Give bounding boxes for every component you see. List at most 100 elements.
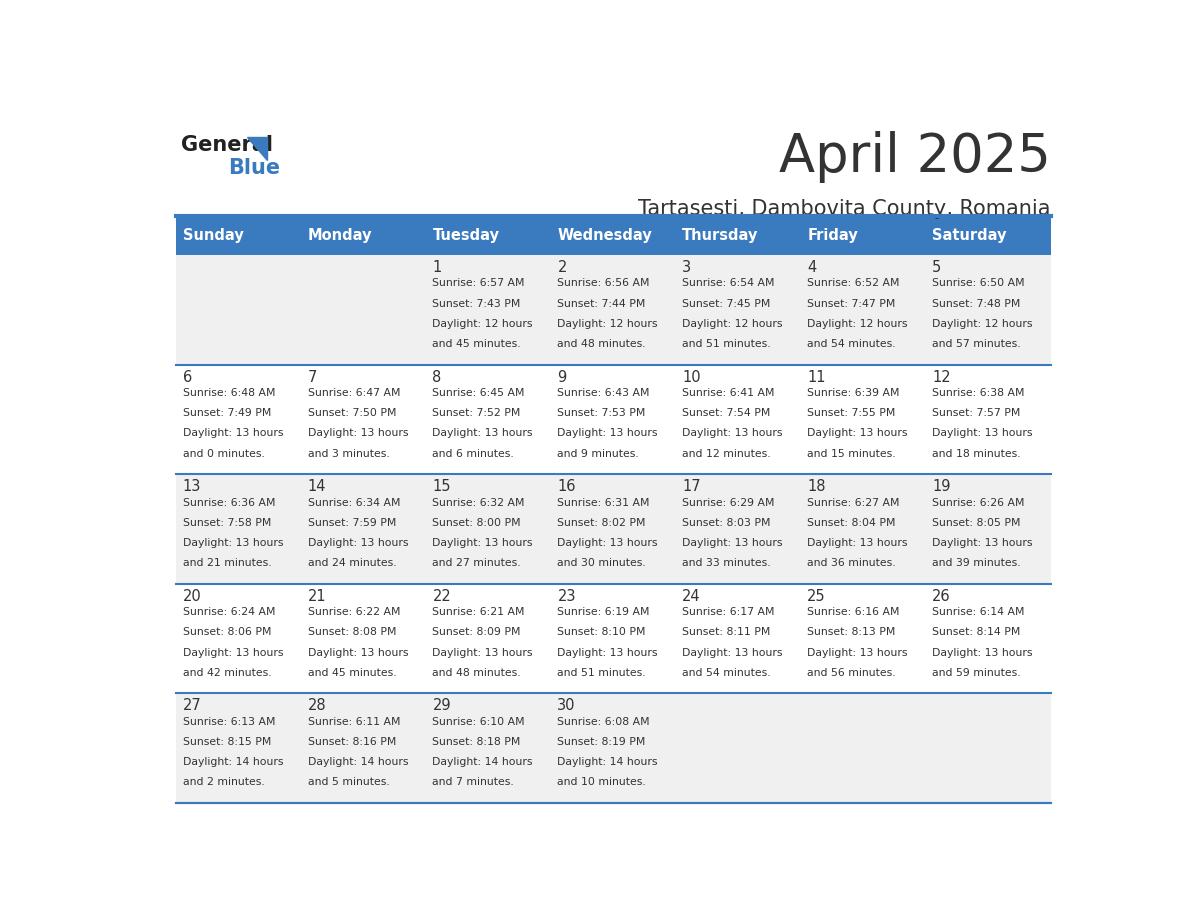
Text: and 48 minutes.: and 48 minutes. — [557, 339, 646, 349]
Text: Sunset: 7:50 PM: Sunset: 7:50 PM — [308, 409, 396, 419]
Text: and 57 minutes.: and 57 minutes. — [933, 339, 1020, 349]
Text: Sunset: 7:49 PM: Sunset: 7:49 PM — [183, 409, 271, 419]
Text: and 0 minutes.: and 0 minutes. — [183, 449, 265, 459]
Text: Sunset: 7:55 PM: Sunset: 7:55 PM — [808, 409, 896, 419]
Text: 17: 17 — [682, 479, 701, 494]
Text: Daylight: 14 hours: Daylight: 14 hours — [557, 757, 658, 767]
Bar — [676, 693, 801, 803]
Text: 8: 8 — [432, 370, 442, 385]
Text: Sunset: 7:53 PM: Sunset: 7:53 PM — [557, 409, 646, 419]
Text: 21: 21 — [308, 588, 327, 604]
Text: and 27 minutes.: and 27 minutes. — [432, 558, 522, 568]
Text: Daylight: 12 hours: Daylight: 12 hours — [432, 319, 533, 329]
Text: Daylight: 13 hours: Daylight: 13 hours — [808, 429, 908, 439]
Text: Sunset: 8:09 PM: Sunset: 8:09 PM — [432, 627, 522, 637]
Text: Sunset: 8:14 PM: Sunset: 8:14 PM — [933, 627, 1020, 637]
Text: Sunrise: 6:21 AM: Sunrise: 6:21 AM — [432, 607, 525, 617]
Text: Sunset: 8:15 PM: Sunset: 8:15 PM — [183, 737, 271, 747]
Text: Sunset: 7:52 PM: Sunset: 7:52 PM — [432, 409, 520, 419]
Text: Wednesday: Wednesday — [557, 229, 652, 243]
Bar — [176, 216, 301, 255]
Text: and 7 minutes.: and 7 minutes. — [432, 778, 514, 788]
Text: and 9 minutes.: and 9 minutes. — [557, 449, 639, 459]
Bar — [426, 693, 551, 803]
Bar — [801, 364, 925, 475]
Bar — [301, 693, 426, 803]
Text: Sunset: 7:45 PM: Sunset: 7:45 PM — [682, 298, 771, 308]
Text: Sunrise: 6:50 AM: Sunrise: 6:50 AM — [933, 278, 1025, 288]
Text: 25: 25 — [808, 588, 826, 604]
Bar — [426, 584, 551, 693]
Text: Sunset: 7:44 PM: Sunset: 7:44 PM — [557, 298, 646, 308]
Text: and 45 minutes.: and 45 minutes. — [432, 339, 522, 349]
Text: 28: 28 — [308, 699, 327, 713]
Text: 19: 19 — [933, 479, 950, 494]
Text: Sunset: 7:57 PM: Sunset: 7:57 PM — [933, 409, 1020, 419]
Bar — [925, 255, 1051, 364]
Text: Daylight: 13 hours: Daylight: 13 hours — [682, 538, 783, 548]
Text: Sunrise: 6:32 AM: Sunrise: 6:32 AM — [432, 498, 525, 508]
Text: Sunset: 8:04 PM: Sunset: 8:04 PM — [808, 518, 896, 528]
Text: Sunrise: 6:22 AM: Sunrise: 6:22 AM — [308, 607, 400, 617]
Bar — [676, 364, 801, 475]
Bar — [176, 255, 301, 364]
Text: and 24 minutes.: and 24 minutes. — [308, 558, 396, 568]
Text: Sunrise: 6:14 AM: Sunrise: 6:14 AM — [933, 607, 1025, 617]
Text: Sunrise: 6:08 AM: Sunrise: 6:08 AM — [557, 717, 650, 727]
Text: Sunrise: 6:57 AM: Sunrise: 6:57 AM — [432, 278, 525, 288]
Text: Daylight: 13 hours: Daylight: 13 hours — [308, 647, 407, 657]
Text: Sunset: 7:59 PM: Sunset: 7:59 PM — [308, 518, 396, 528]
Text: Daylight: 13 hours: Daylight: 13 hours — [183, 429, 283, 439]
Text: 22: 22 — [432, 588, 451, 604]
Text: Daylight: 13 hours: Daylight: 13 hours — [432, 538, 533, 548]
Text: 4: 4 — [808, 260, 816, 275]
Text: and 15 minutes.: and 15 minutes. — [808, 449, 896, 459]
Text: Sunrise: 6:36 AM: Sunrise: 6:36 AM — [183, 498, 276, 508]
Bar — [551, 693, 676, 803]
Bar — [176, 584, 301, 693]
Text: and 36 minutes.: and 36 minutes. — [808, 558, 896, 568]
Bar — [426, 475, 551, 584]
Bar — [925, 475, 1051, 584]
Text: 13: 13 — [183, 479, 201, 494]
Bar — [551, 364, 676, 475]
Bar — [801, 216, 925, 255]
Text: 29: 29 — [432, 699, 451, 713]
Text: and 42 minutes.: and 42 minutes. — [183, 668, 271, 677]
Text: Daylight: 13 hours: Daylight: 13 hours — [557, 538, 658, 548]
Text: Thursday: Thursday — [682, 229, 759, 243]
Text: Sunrise: 6:41 AM: Sunrise: 6:41 AM — [682, 388, 775, 398]
Text: Sunrise: 6:45 AM: Sunrise: 6:45 AM — [432, 388, 525, 398]
Bar — [176, 364, 301, 475]
Text: 20: 20 — [183, 588, 201, 604]
Text: and 5 minutes.: and 5 minutes. — [308, 778, 390, 788]
Bar — [925, 584, 1051, 693]
Text: Sunrise: 6:29 AM: Sunrise: 6:29 AM — [682, 498, 775, 508]
Text: and 21 minutes.: and 21 minutes. — [183, 558, 271, 568]
Bar — [801, 255, 925, 364]
Text: Sunrise: 6:19 AM: Sunrise: 6:19 AM — [557, 607, 650, 617]
Bar — [176, 693, 301, 803]
Text: Sunrise: 6:17 AM: Sunrise: 6:17 AM — [682, 607, 775, 617]
Text: and 59 minutes.: and 59 minutes. — [933, 668, 1020, 677]
Text: Daylight: 13 hours: Daylight: 13 hours — [557, 647, 658, 657]
Polygon shape — [247, 137, 267, 160]
Bar — [301, 255, 426, 364]
Text: and 30 minutes.: and 30 minutes. — [557, 558, 646, 568]
Text: Daylight: 13 hours: Daylight: 13 hours — [933, 647, 1032, 657]
Bar — [176, 475, 301, 584]
Text: Sunrise: 6:48 AM: Sunrise: 6:48 AM — [183, 388, 276, 398]
Bar — [925, 693, 1051, 803]
Text: Sunrise: 6:16 AM: Sunrise: 6:16 AM — [808, 607, 899, 617]
Text: Daylight: 13 hours: Daylight: 13 hours — [183, 538, 283, 548]
Text: Sunset: 8:00 PM: Sunset: 8:00 PM — [432, 518, 522, 528]
Text: Sunset: 7:47 PM: Sunset: 7:47 PM — [808, 298, 896, 308]
Bar — [426, 216, 551, 255]
Text: 23: 23 — [557, 588, 576, 604]
Text: and 39 minutes.: and 39 minutes. — [933, 558, 1020, 568]
Text: Sunday: Sunday — [183, 229, 244, 243]
Text: and 51 minutes.: and 51 minutes. — [557, 668, 646, 677]
Text: Daylight: 14 hours: Daylight: 14 hours — [308, 757, 407, 767]
Bar — [301, 584, 426, 693]
Bar — [551, 584, 676, 693]
